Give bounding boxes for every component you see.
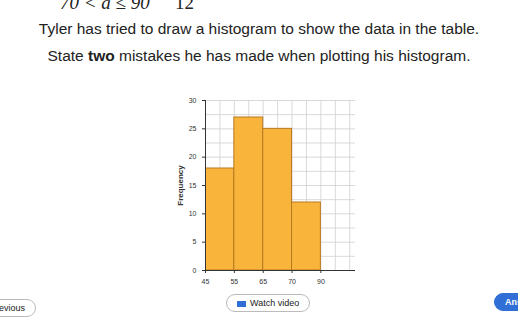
html-text:Watch video: Watch video <box>250 298 300 308</box>
svg-text:30: 30 <box>189 97 197 104</box>
svg-text:20: 20 <box>189 153 197 160</box>
svg-text:Frequency: Frequency <box>176 165 185 206</box>
svg-text:90: 90 <box>317 278 325 285</box>
svg-text:45: 45 <box>202 278 210 285</box>
svg-text:25: 25 <box>189 125 197 132</box>
svg-text:5: 5 <box>193 238 197 245</box>
html-text:evious: evious <box>0 303 25 313</box>
html-text:State two mistakes he has made: State two mistakes he has made when plot… <box>47 47 471 64</box>
svg-text:0: 0 <box>193 267 197 274</box>
html-text:Tyler has tried to draw a hist: Tyler has tried to draw a histogram to s… <box>38 20 480 37</box>
svg-text:15: 15 <box>189 182 197 189</box>
svg-text:65: 65 <box>259 278 267 285</box>
svg-text:55: 55 <box>230 278 238 285</box>
svg-text:70: 70 <box>288 278 296 285</box>
svg-text:10: 10 <box>189 210 197 217</box>
